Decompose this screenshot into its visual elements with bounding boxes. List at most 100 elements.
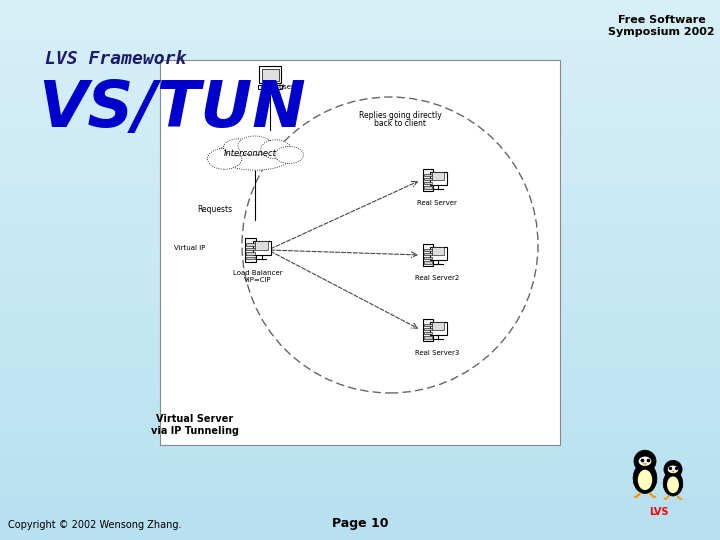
Bar	[0, 11, 720, 22]
Polygon shape	[671, 471, 675, 473]
Bar	[0, 227, 720, 238]
Bar	[0, 184, 720, 194]
Bar	[0, 400, 720, 410]
Bar	[430, 246, 447, 260]
Polygon shape	[642, 463, 647, 465]
Text: Virtual IP: Virtual IP	[174, 245, 205, 251]
Bar	[424, 261, 432, 264]
Text: back to client: back to client	[374, 118, 426, 127]
Bar	[0, 173, 720, 184]
Bar	[0, 22, 720, 32]
Bar	[0, 281, 720, 292]
Bar	[0, 346, 720, 356]
Bar	[0, 518, 720, 529]
Bar	[433, 246, 444, 255]
Text: Real Server: Real Server	[417, 200, 457, 206]
Text: User: User	[278, 84, 294, 90]
Bar	[0, 432, 720, 443]
Bar	[0, 443, 720, 454]
Bar	[0, 529, 720, 540]
Bar	[0, 194, 720, 205]
Bar	[0, 302, 720, 313]
Bar	[0, 97, 720, 108]
Bar	[0, 410, 720, 421]
Text: Virtual Server
via IP Tunneling: Virtual Server via IP Tunneling	[151, 414, 239, 436]
Bar	[0, 378, 720, 389]
Bar	[424, 186, 432, 188]
Bar	[0, 238, 720, 248]
Bar	[0, 497, 720, 508]
Ellipse shape	[638, 470, 652, 490]
Bar	[0, 140, 720, 151]
Bar	[246, 238, 256, 262]
Bar	[0, 313, 720, 324]
Text: LVS Framework: LVS Framework	[45, 50, 186, 68]
Bar	[423, 244, 433, 266]
Ellipse shape	[667, 476, 679, 493]
Text: Real Server3: Real Server3	[415, 350, 459, 356]
Bar	[258, 85, 282, 89]
Bar	[0, 367, 720, 378]
Bar	[423, 169, 433, 191]
Bar	[0, 205, 720, 216]
Text: Real Server2: Real Server2	[415, 275, 459, 281]
Ellipse shape	[224, 139, 252, 156]
Bar	[0, 86, 720, 97]
Bar	[430, 321, 447, 335]
Bar	[424, 336, 432, 339]
Bar	[0, 486, 720, 497]
Bar	[261, 69, 279, 81]
Ellipse shape	[633, 463, 657, 494]
Bar	[0, 464, 720, 475]
FancyBboxPatch shape	[160, 60, 560, 445]
Bar	[0, 389, 720, 400]
Text: LVS: LVS	[649, 507, 669, 517]
Bar	[424, 323, 432, 326]
Text: Free Software
Symposium 2002: Free Software Symposium 2002	[608, 15, 715, 37]
Ellipse shape	[217, 140, 293, 170]
Bar	[0, 65, 720, 76]
Text: Load Balancer
VIP=CIP: Load Balancer VIP=CIP	[233, 270, 283, 283]
Bar	[424, 332, 432, 334]
Bar	[0, 119, 720, 130]
Bar	[0, 292, 720, 302]
Circle shape	[664, 460, 682, 478]
Circle shape	[634, 450, 656, 472]
Bar	[259, 66, 281, 83]
Bar	[424, 178, 432, 180]
Bar	[0, 162, 720, 173]
Bar	[0, 216, 720, 227]
Bar	[253, 241, 271, 255]
Bar	[0, 43, 720, 54]
Bar	[0, 508, 720, 518]
Bar	[0, 108, 720, 119]
Bar	[0, 454, 720, 464]
Ellipse shape	[663, 471, 683, 496]
Bar	[0, 248, 720, 259]
Ellipse shape	[275, 146, 303, 164]
Bar	[0, 324, 720, 335]
Bar	[0, 130, 720, 140]
Wedge shape	[647, 472, 657, 483]
Bar	[433, 321, 444, 330]
Bar	[424, 248, 432, 251]
Bar	[0, 270, 720, 281]
Wedge shape	[675, 478, 683, 488]
Ellipse shape	[238, 136, 272, 155]
Bar	[0, 76, 720, 86]
Bar	[0, 54, 720, 65]
Bar	[424, 174, 432, 176]
Bar	[256, 241, 268, 250]
Bar	[0, 259, 720, 270]
Bar	[246, 256, 255, 259]
Bar	[424, 182, 432, 184]
Ellipse shape	[667, 465, 678, 473]
Text: Requests: Requests	[197, 206, 233, 214]
Wedge shape	[634, 472, 643, 483]
Bar	[0, 32, 720, 43]
Ellipse shape	[261, 140, 291, 159]
Bar	[0, 356, 720, 367]
Bar	[246, 248, 255, 250]
Bar	[424, 257, 432, 259]
Text: Page 10: Page 10	[332, 517, 388, 530]
